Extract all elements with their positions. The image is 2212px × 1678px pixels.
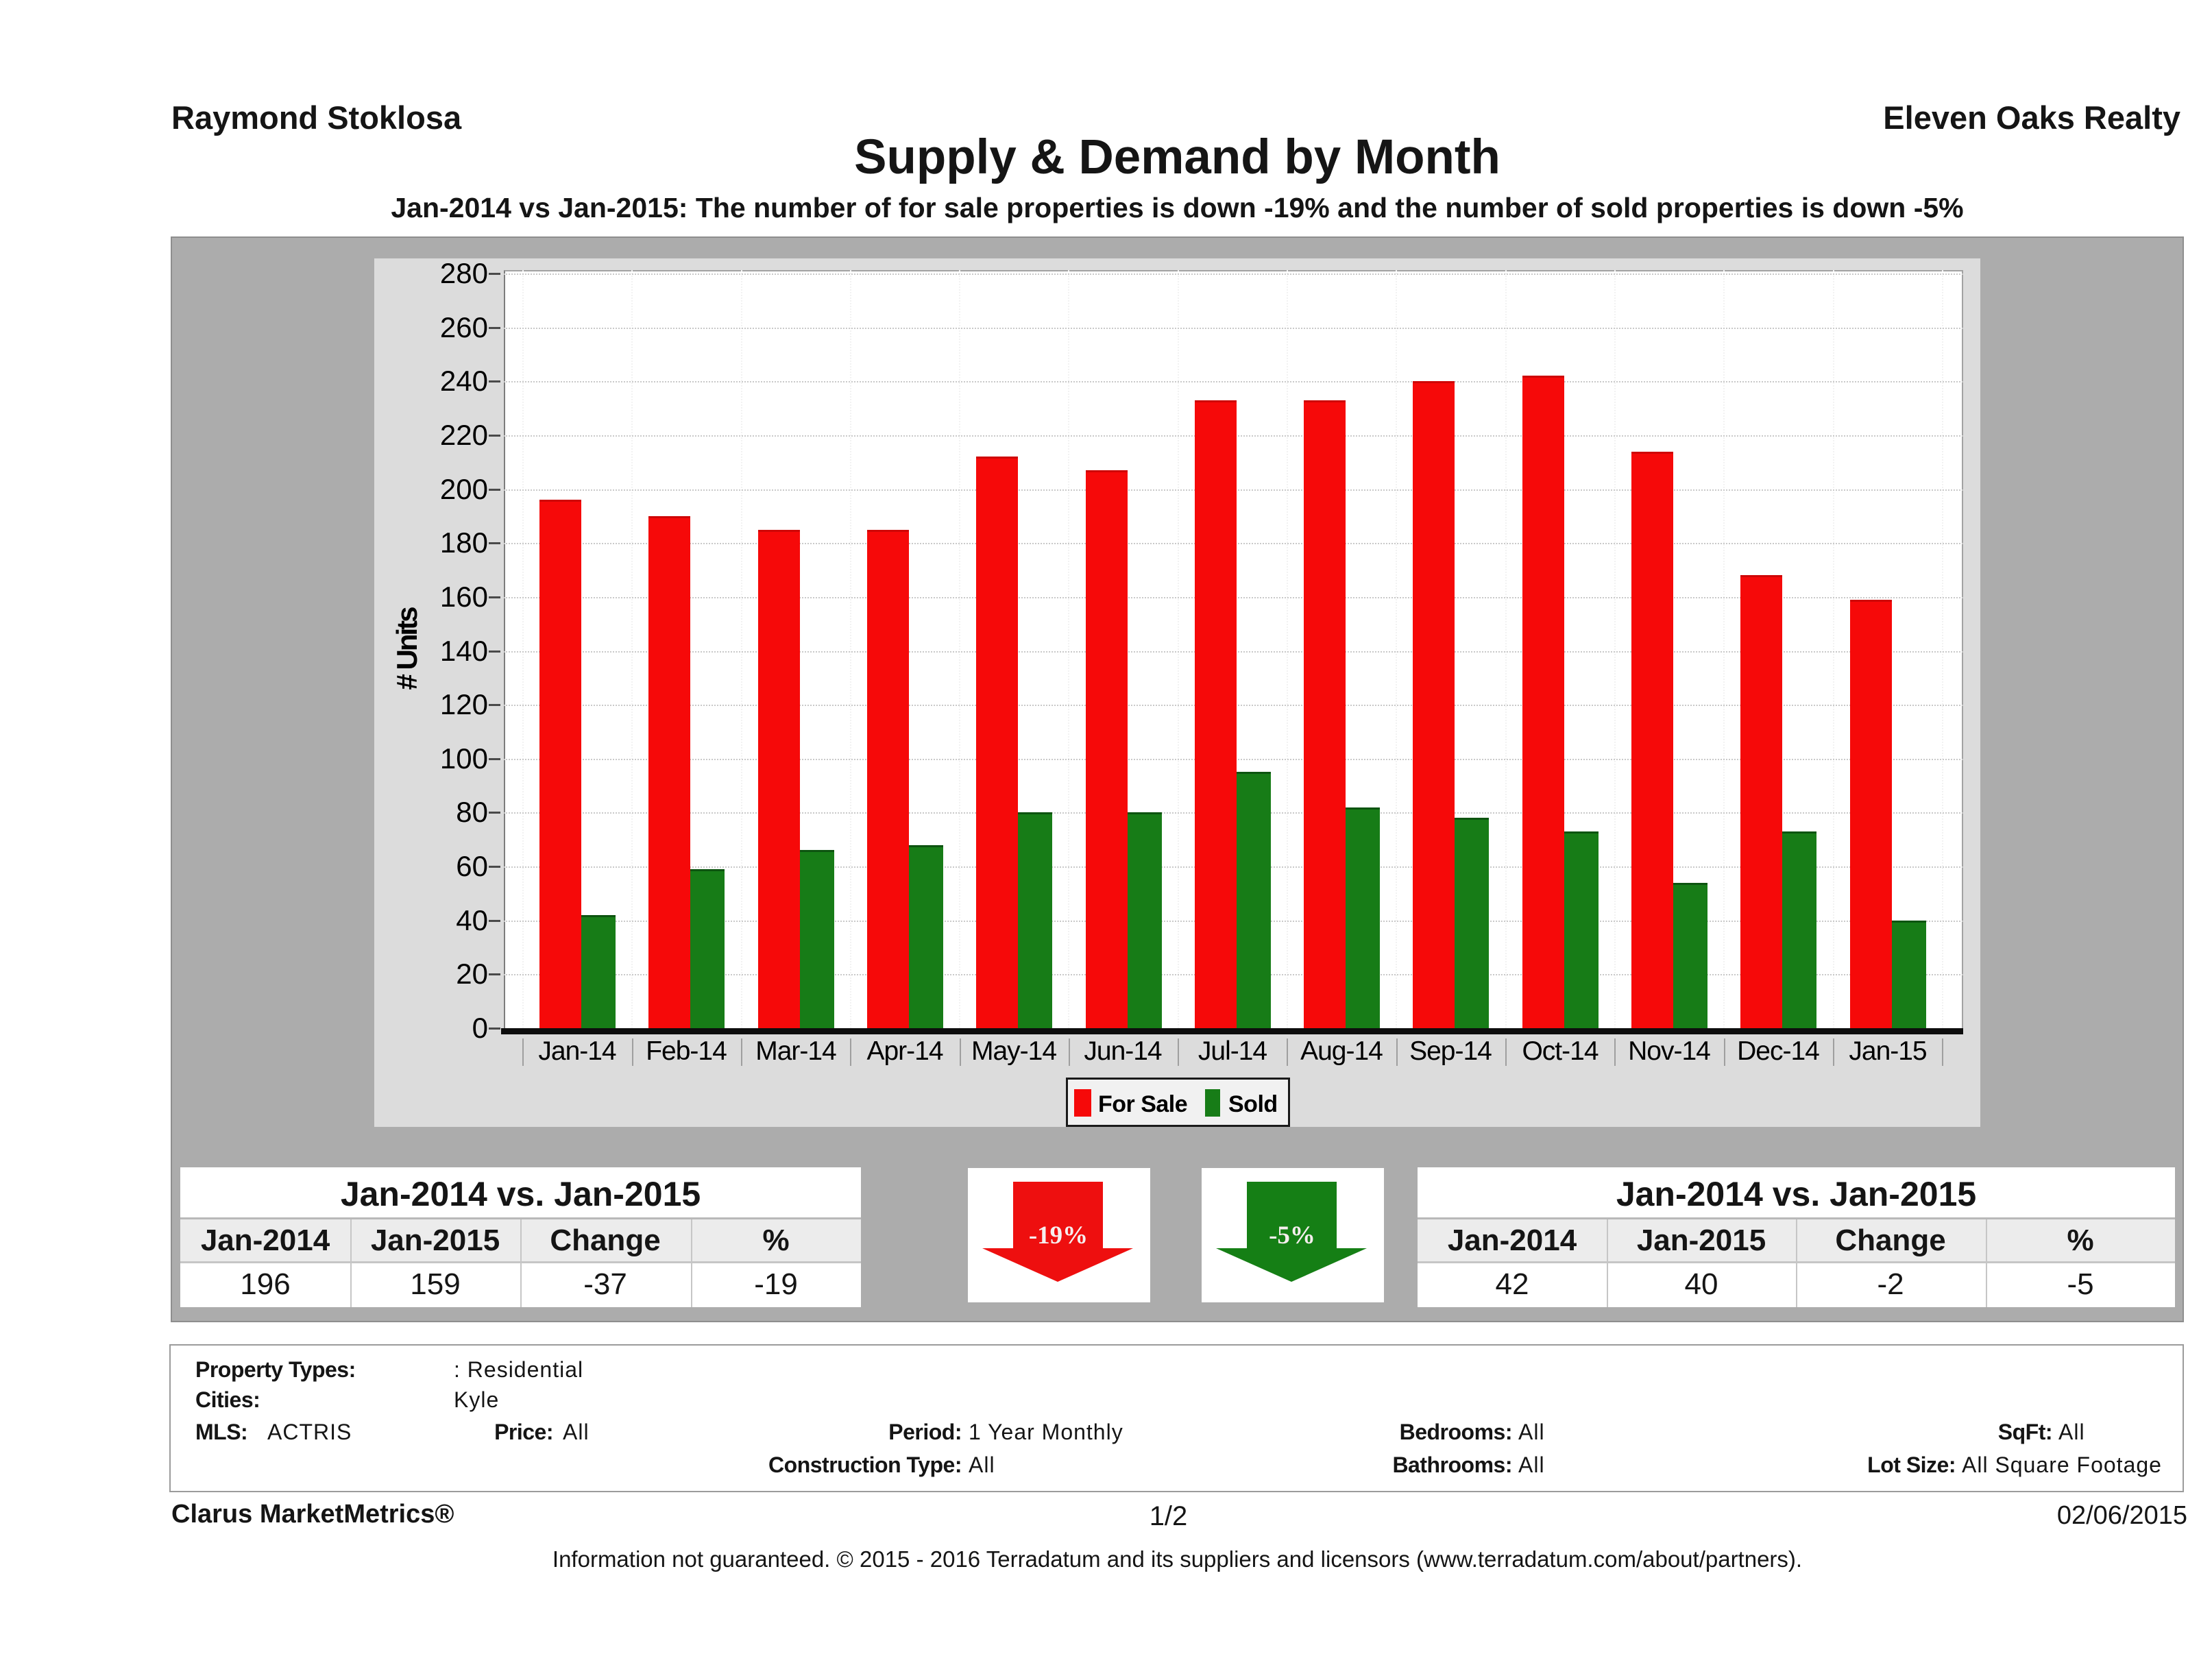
svg-text:-19%: -19% [1029, 1221, 1088, 1250]
svg-text:-5%: -5% [1269, 1221, 1315, 1250]
